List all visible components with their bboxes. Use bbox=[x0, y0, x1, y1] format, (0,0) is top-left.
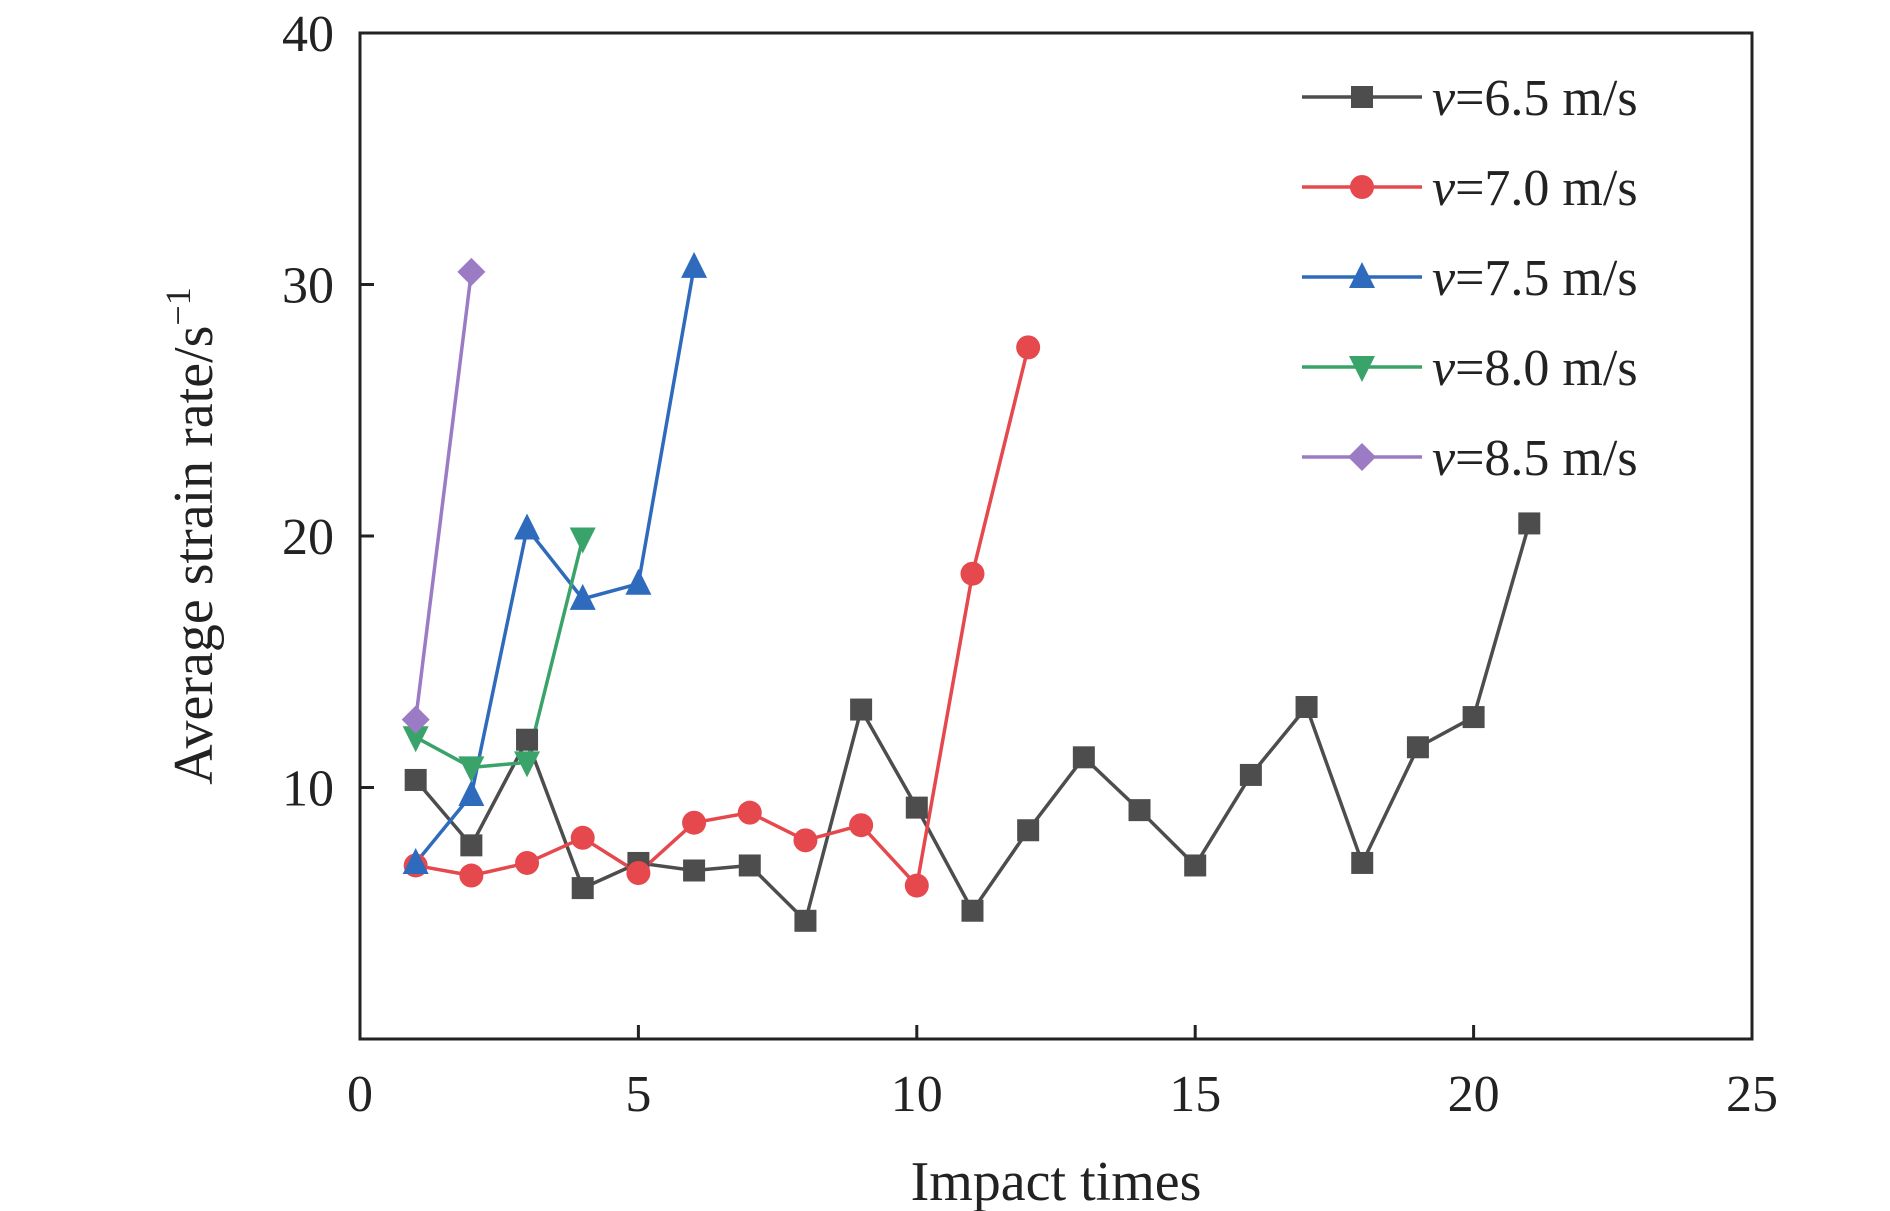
series-2-point bbox=[849, 813, 874, 838]
series-1-point bbox=[404, 768, 427, 791]
legend-marker-4 bbox=[1349, 356, 1375, 382]
legend-marker-1 bbox=[1351, 86, 1373, 108]
legend-label-4: v=8.0 m/s bbox=[1432, 340, 1638, 397]
legend-label-3: v=7.5 m/s bbox=[1432, 250, 1638, 307]
series-5-point bbox=[457, 257, 486, 286]
legend-marker-2 bbox=[1350, 175, 1374, 199]
legend-label-2: v=7.0 m/s bbox=[1432, 160, 1638, 217]
series-4-point bbox=[458, 756, 485, 783]
y-tick-label: 20 bbox=[282, 509, 334, 566]
series-3-point bbox=[402, 847, 429, 874]
series-1-point bbox=[1518, 512, 1541, 535]
series-2-point bbox=[626, 861, 651, 886]
series-2-point bbox=[793, 828, 818, 853]
x-tick-label: 25 bbox=[1726, 1066, 1778, 1123]
series-2-point bbox=[570, 825, 595, 850]
series-3-point bbox=[514, 513, 541, 540]
legend-label-variable: v bbox=[1432, 340, 1456, 397]
series-2-point bbox=[682, 810, 707, 835]
series-2-point bbox=[459, 863, 484, 888]
series-1-point bbox=[1351, 851, 1374, 874]
series-1-point bbox=[1072, 746, 1095, 769]
y-axis-title: Average strain rate/s−1 bbox=[158, 287, 225, 785]
series-1-point bbox=[516, 728, 539, 751]
legend-label-value: =8.5 m/s bbox=[1455, 430, 1637, 487]
series-1-point bbox=[738, 854, 761, 877]
y-tick-label: 40 bbox=[282, 6, 334, 63]
series-1-point bbox=[683, 859, 706, 882]
x-tick-label: 10 bbox=[891, 1066, 943, 1123]
x-axis-ticks: 0 5 10 15 20 25 bbox=[347, 1025, 1778, 1123]
x-tick-label: 15 bbox=[1169, 1066, 1221, 1123]
series-3-point bbox=[681, 251, 708, 278]
legend-label-value: =7.0 m/s bbox=[1455, 160, 1637, 217]
series-2-point bbox=[515, 850, 540, 875]
y-axis-title-superscript: −1 bbox=[158, 287, 198, 325]
series-line-4 bbox=[414, 538, 585, 770]
legend-label-variable: v bbox=[1432, 430, 1456, 487]
legend-label-value: =6.5 m/s bbox=[1455, 70, 1637, 127]
series-1-point bbox=[794, 909, 817, 932]
series-2-point bbox=[737, 800, 762, 825]
series-1-point bbox=[1017, 819, 1040, 842]
series-2-point bbox=[1016, 335, 1041, 360]
series-1-point bbox=[571, 877, 594, 900]
legend-label-variable: v bbox=[1432, 250, 1456, 307]
series-4-point bbox=[569, 527, 596, 554]
series-3-point bbox=[569, 583, 596, 610]
y-tick-label: 10 bbox=[282, 761, 334, 818]
series-1-point bbox=[1128, 799, 1151, 822]
series-2-point bbox=[904, 873, 929, 898]
series-3-point bbox=[458, 780, 485, 807]
plot-markers bbox=[401, 251, 1541, 932]
series-1-point bbox=[905, 796, 928, 819]
legend-label-5: v=8.5 m/s bbox=[1432, 430, 1638, 487]
legend-label-variable: v bbox=[1432, 70, 1456, 127]
series-1-point bbox=[1462, 706, 1485, 729]
x-tick-label: 0 bbox=[347, 1066, 373, 1123]
series-4-point bbox=[402, 726, 429, 753]
x-tick-label: 20 bbox=[1448, 1066, 1500, 1123]
series-1-point bbox=[850, 698, 873, 721]
y-axis-title-main: Average strain rate/s bbox=[163, 326, 225, 785]
y-axis-ticks: 10 20 30 40 bbox=[282, 6, 374, 818]
legend-label-1: v=6.5 m/s bbox=[1432, 70, 1638, 127]
legend-marker-5 bbox=[1348, 443, 1376, 471]
series-line-3 bbox=[414, 266, 696, 865]
series-1-point bbox=[1239, 763, 1262, 786]
x-axis-title: Impact times bbox=[911, 1151, 1202, 1211]
series-1-point bbox=[961, 899, 984, 922]
series-line-5 bbox=[413, 271, 474, 720]
series-1-point bbox=[460, 834, 483, 857]
legend: v=6.5 m/sv=7.0 m/sv=7.5 m/sv=8.0 m/sv=8.… bbox=[1302, 70, 1638, 487]
legend-label-value: =8.0 m/s bbox=[1455, 340, 1637, 397]
series-4-point bbox=[514, 751, 541, 778]
legend-label-variable: v bbox=[1432, 160, 1456, 217]
series-1-point bbox=[1295, 696, 1318, 719]
y-tick-label: 30 bbox=[282, 258, 334, 315]
legend-label-value: =7.5 m/s bbox=[1455, 250, 1637, 307]
legend-marker-3 bbox=[1349, 262, 1375, 288]
series-1-point bbox=[1406, 736, 1429, 759]
series-1-point bbox=[1184, 854, 1207, 877]
x-tick-label: 5 bbox=[625, 1066, 651, 1123]
series-5-point bbox=[401, 705, 430, 734]
series-2-point bbox=[960, 561, 985, 586]
series-3-point bbox=[625, 568, 652, 595]
